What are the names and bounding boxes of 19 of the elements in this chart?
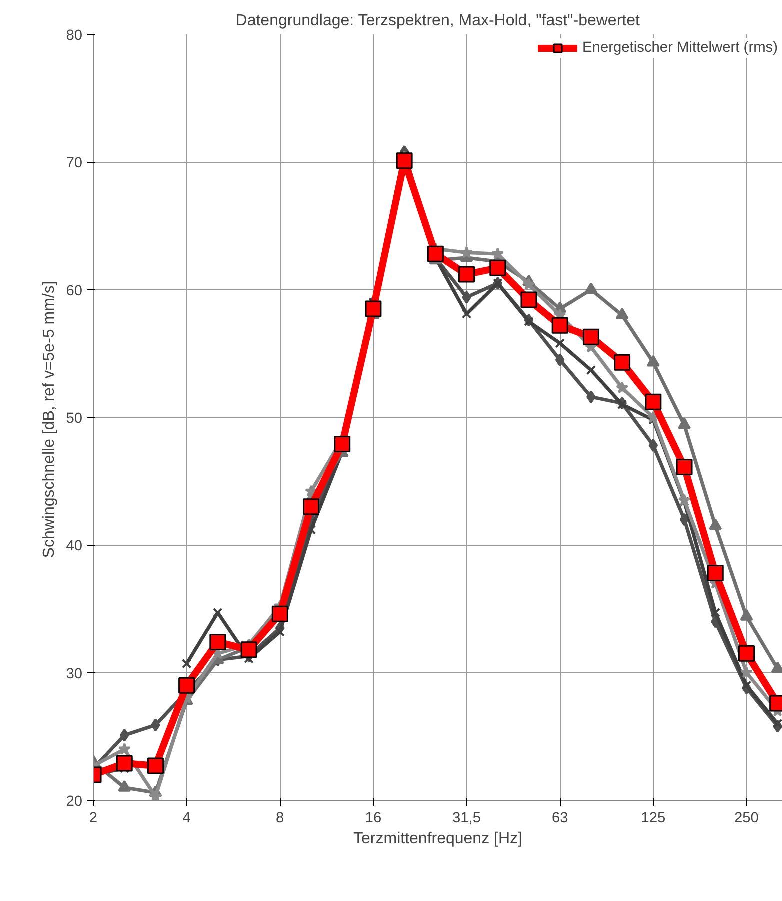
legend-label: Energetischer Mittelwert (rms) — [582, 40, 778, 56]
y-tick-label: 70 — [66, 156, 83, 172]
x-tick-label: 16 — [365, 810, 382, 826]
x-tick-label: 125 — [641, 810, 666, 826]
y-axis-title: Schwingschnelle [dB, ref v=5e-5 mm/s] — [41, 281, 58, 558]
x-tick-label: 250 — [734, 810, 759, 826]
y-tick-label: 30 — [66, 666, 83, 682]
x-tick-label: 4 — [182, 810, 191, 826]
x-tick-label: 2 — [89, 810, 98, 826]
y-tick-label: 20 — [66, 794, 83, 810]
y-tick-label: 60 — [66, 283, 83, 300]
x-tick-label: 63 — [552, 810, 568, 826]
y-tick-label: 80 — [66, 28, 83, 44]
x-axis-title: Terzmittenfrequenz [Hz] — [354, 830, 522, 848]
y-tick-label: 50 — [66, 411, 83, 427]
x-tick-label: 31,5 — [452, 810, 482, 826]
y-tick-label: 40 — [66, 538, 83, 555]
chart-title: Datengrundlage: Terzspektren, Max-Hold, "fast"-bewertet — [236, 12, 640, 30]
x-tick-label: 8 — [276, 810, 284, 826]
